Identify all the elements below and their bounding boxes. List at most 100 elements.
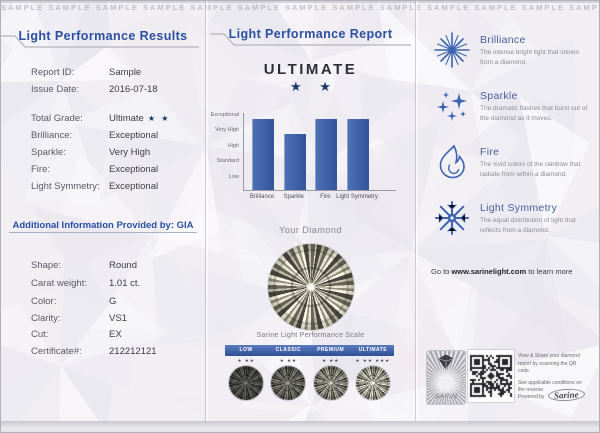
feature-description: The intense bright light that shines fro… bbox=[480, 49, 580, 67]
field-label: Clarity: bbox=[31, 313, 61, 324]
scale-label-premium: PREMIUM bbox=[317, 347, 345, 353]
feature-description: The vivid colors of the rainbow that rad… bbox=[480, 161, 581, 179]
gia-section-rule bbox=[9, 232, 197, 233]
chart-y-axis: Low Standard High Very High Exceptional bbox=[207, 112, 239, 191]
scale-diamond-premium bbox=[314, 366, 348, 400]
sarinelight-url: www.sarinelight.com bbox=[451, 267, 527, 276]
field-label: Issue Date: bbox=[31, 84, 80, 95]
row-brilliance: Brilliance: Exceptional bbox=[1, 130, 205, 142]
your-diamond-label: Your Diamond bbox=[279, 225, 342, 235]
row-report-id: Report ID: Sample bbox=[1, 67, 205, 79]
scale-label-ultimate: ULTIMATE bbox=[358, 347, 388, 353]
field-label: Report ID: bbox=[31, 67, 75, 78]
report-title: Light Performance Report bbox=[228, 27, 393, 41]
your-diamond-photo bbox=[268, 244, 354, 330]
powered-by: Powered by Sarine bbox=[518, 388, 598, 402]
scale-diamond-ultimate bbox=[356, 366, 390, 400]
feature-name: Sparkle bbox=[480, 90, 518, 102]
chart-plot-area bbox=[243, 113, 396, 191]
sarine-logo: Sarine bbox=[548, 388, 586, 402]
security-hologram: SARIN bbox=[427, 351, 465, 404]
qr-code bbox=[468, 350, 514, 402]
hologram-diamond-icon bbox=[438, 354, 454, 370]
field-label: Shape: bbox=[31, 260, 62, 271]
field-value: Round bbox=[109, 260, 137, 271]
field-label: Sparkle: bbox=[31, 147, 66, 158]
gia-section-header: Additional Information Provided by: GIA bbox=[12, 220, 194, 231]
scan-edge-top bbox=[1, 1, 599, 3]
chart-y-label: Exceptional bbox=[210, 112, 239, 118]
scale-diamond-classic bbox=[271, 366, 305, 400]
chart-bar-sparkle bbox=[283, 134, 306, 190]
field-value: VS1 bbox=[109, 313, 127, 324]
scan-edge-bottom bbox=[1, 421, 599, 432]
fold-line bbox=[415, 1, 418, 432]
flame-icon bbox=[439, 144, 465, 179]
snowflake-icon bbox=[435, 201, 469, 235]
sparkles-icon bbox=[437, 92, 467, 121]
field-value: 212212121 bbox=[109, 346, 157, 357]
glossary-panel: Brilliance The intense bright light that… bbox=[416, 1, 599, 421]
field-value: Sample bbox=[109, 67, 142, 78]
chart-x-axis: Brilliance Sparkle Fire Light Symmetry bbox=[243, 194, 395, 204]
fold-line bbox=[205, 1, 208, 432]
feature-name: Light Symmetry bbox=[480, 202, 558, 214]
row-shape: Shape: Round bbox=[1, 260, 205, 272]
row-sparkle: Sparkle: Very High bbox=[1, 147, 205, 159]
field-value: G bbox=[109, 296, 117, 307]
scale-stars-low: ★ ★★ bbox=[237, 358, 255, 363]
results-panel: Light Performance Results Report ID: Sam… bbox=[1, 1, 205, 421]
results-title: Light Performance Results bbox=[18, 29, 188, 43]
field-label: Total Grade: bbox=[31, 113, 83, 124]
report-panel: Light Performance Report ULTIMATE ★ ★ Lo… bbox=[206, 1, 415, 421]
chart-x-label: Sparkle bbox=[283, 194, 304, 200]
qr-note-line2: See applicable conditions on the reverse bbox=[518, 379, 582, 394]
feature-name: Brilliance bbox=[480, 34, 526, 46]
hologram-text: SARIN bbox=[434, 393, 458, 400]
feature-description: The equal distribution of light that ref… bbox=[480, 217, 576, 235]
qr-note-line1: View & Share your diamond report by scan… bbox=[518, 353, 580, 374]
field-value: Exceptional bbox=[109, 164, 159, 175]
row-total-grade: Total Grade: Ultimate ★ ★ bbox=[1, 113, 205, 125]
performance-scale-bar: LOW CLASSIC PREMIUM ULTIMATE bbox=[225, 345, 394, 356]
field-label: Certificate#: bbox=[31, 346, 82, 357]
row-carat-weight: Carat weight: 1.01 ct. bbox=[1, 278, 205, 290]
scale-label-classic: CLASSIC bbox=[275, 347, 302, 353]
row-fire: Fire: Exceptional bbox=[1, 164, 205, 176]
chart-y-label: Very High bbox=[215, 127, 239, 134]
grade-stars: ★ ★ bbox=[147, 114, 171, 123]
chart-x-label: Light Symmetry bbox=[336, 194, 378, 200]
field-value: Exceptional bbox=[109, 130, 159, 141]
field-value: EX bbox=[109, 329, 122, 340]
sample-watermark: SAMPLE SAMPLE SAMPLE SAMPLE SAMPLE SAMPL… bbox=[1, 3, 599, 12]
row-clarity: Clarity: VS1 bbox=[1, 313, 205, 325]
field-value: 2016-07-18 bbox=[109, 84, 158, 95]
field-value: Exceptional bbox=[109, 181, 159, 192]
chart-bar-light-symmetry bbox=[347, 119, 369, 190]
scale-stars-ultimate: ★ ★★ ★★★ bbox=[355, 358, 391, 363]
scale-title: Sarine Light Performance Scale bbox=[256, 332, 365, 339]
field-label: Brilliance: bbox=[31, 130, 73, 141]
total-grade-value: ULTIMATE bbox=[263, 61, 358, 78]
field-label: Cut: bbox=[31, 329, 49, 340]
light-performance-chart: Low Standard High Very High Exceptional Bril… bbox=[207, 111, 407, 206]
field-value: Ultimate ★ ★ bbox=[109, 113, 171, 124]
chart-x-label: Brilliance bbox=[249, 194, 275, 200]
total-grade-stars: ★ ★ bbox=[290, 79, 338, 94]
feature-name: Fire bbox=[480, 146, 500, 158]
row-issue-date: Issue Date: 2016-07-18 bbox=[1, 84, 205, 96]
field-label: Carat weight: bbox=[31, 278, 87, 289]
starburst-icon bbox=[434, 32, 470, 68]
scale-stars-classic: ★ ★★ bbox=[279, 358, 298, 363]
field-label: Fire: bbox=[31, 164, 50, 175]
row-light-symmetry: Light Symmetry: Exceptional bbox=[1, 181, 205, 193]
scale-label-low: LOW bbox=[239, 347, 253, 353]
row-certificate: Certificate#: 212212121 bbox=[1, 346, 205, 358]
chart-x-label: Fire bbox=[320, 194, 331, 200]
chart-y-label: Standard bbox=[216, 158, 239, 165]
row-cut: Cut: EX bbox=[1, 329, 205, 341]
chart-y-label: Low bbox=[228, 173, 239, 180]
scale-stars-premium: ★ ★★ bbox=[321, 358, 340, 363]
chart-bar-brilliance bbox=[252, 119, 274, 190]
